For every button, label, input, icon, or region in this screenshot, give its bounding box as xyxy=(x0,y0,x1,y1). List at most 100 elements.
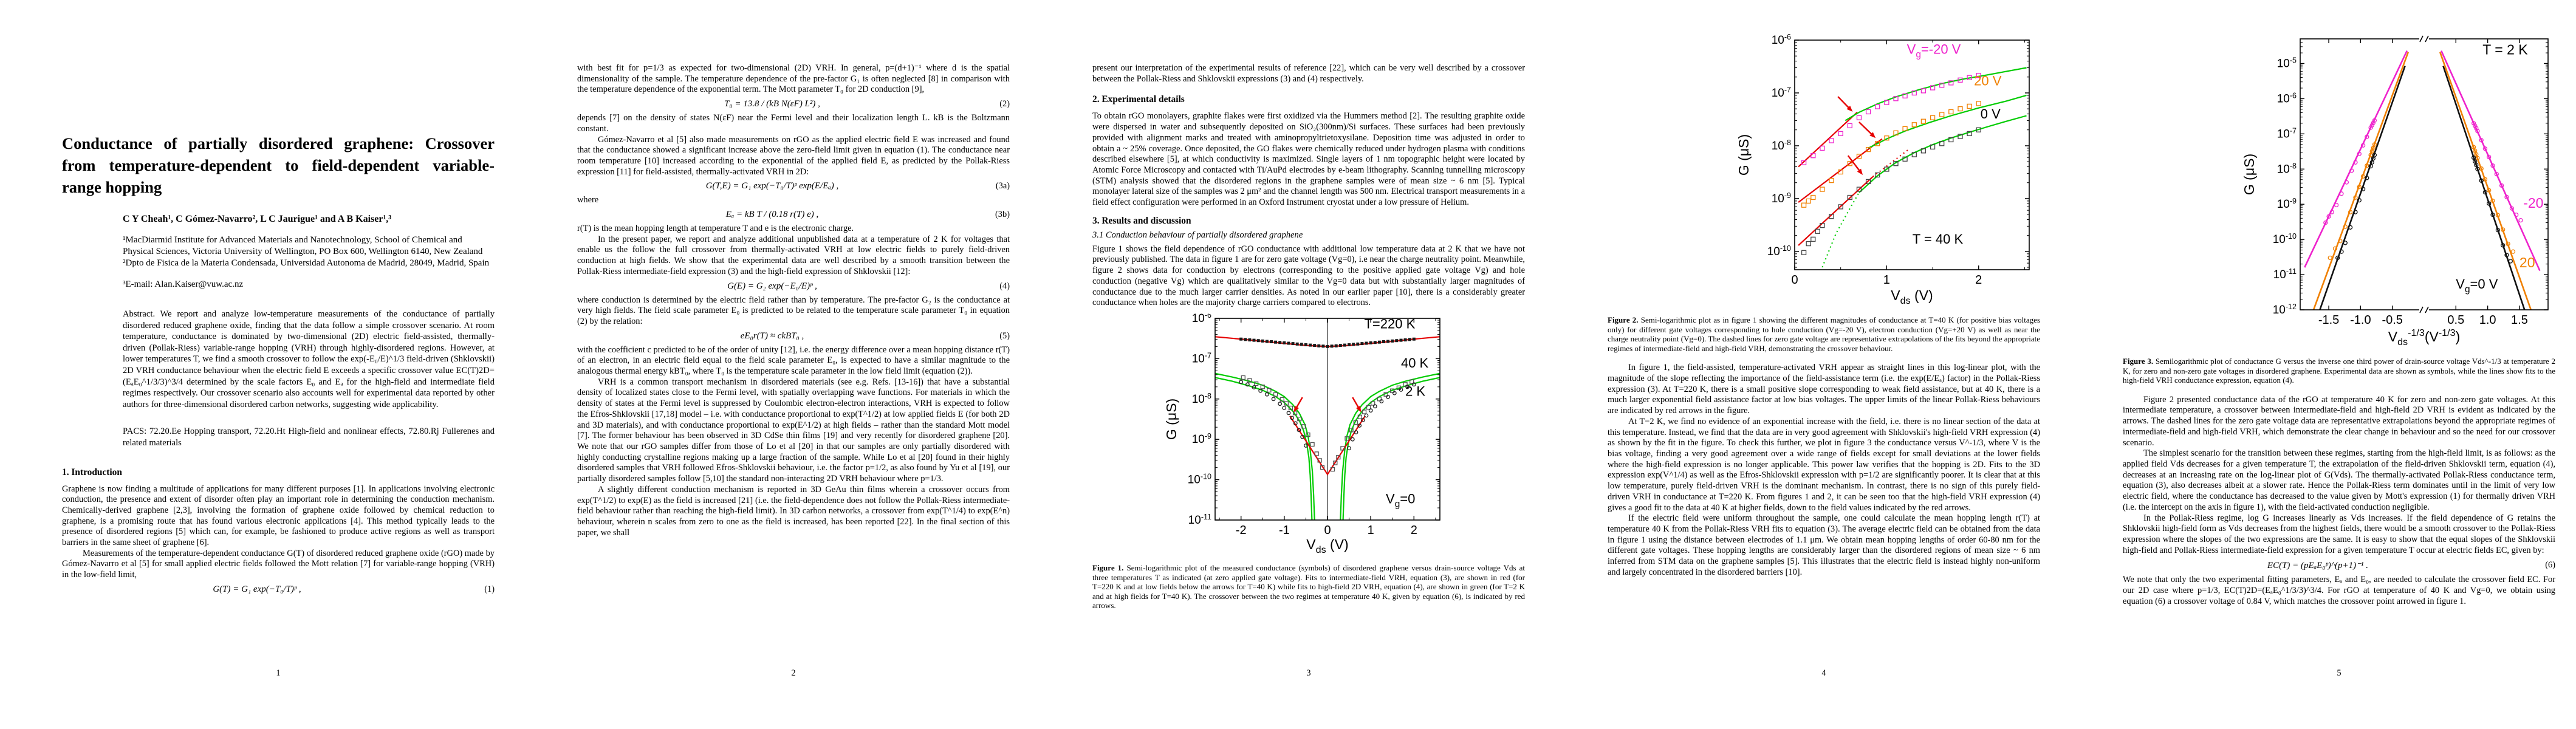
contact-email: ³E-mail: Alan.Kaiser@vuw.ac.nz xyxy=(123,279,244,289)
paragraph: At T=2 K, we find no evidence of an expo… xyxy=(1608,416,2040,513)
svg-text:10-10: 10-10 xyxy=(2273,232,2297,246)
figure-3: 10-5 10-6 10-7 10-8 10-9 10-10 10-11 10-12 -1.5-… xyxy=(2241,33,2558,352)
svg-text:10-9: 10-9 xyxy=(2277,197,2297,211)
equation-number: (3a) xyxy=(995,181,1010,191)
figure-2-chart: 10-6 10-7 10-8 10-9 10-10 0 1 2 Vds (V) G (μS) Vg=… xyxy=(1736,33,2040,310)
equation-body: eE₀r(T) ≈ ckBT₀ , xyxy=(740,330,804,341)
svg-text:10-12: 10-12 xyxy=(2273,303,2297,317)
svg-text:G (μS): G (μS) xyxy=(2242,154,2257,195)
page-5: 10-5 10-6 10-7 10-8 10-9 10-10 10-11 10-12 -1.5-… xyxy=(2061,0,2576,729)
paragraph: Gómez-Navarro et al [5] also made measur… xyxy=(577,134,1010,177)
equation-4: G(E) = G₂ exp(−E₀/E)ᵖ , (4) xyxy=(577,281,1010,292)
equation-5: eE₀r(T) ≈ ckBT₀ , (5) xyxy=(577,331,1010,341)
paragraph: Graphene is now finding a multitude of a… xyxy=(62,484,495,548)
svg-text:T = 2 K: T = 2 K xyxy=(2482,42,2528,58)
equation-body: G(T,E) = G₁ exp(−T₀/T)ᵖ exp(E/Eₐ) , xyxy=(705,181,839,191)
svg-text:T = 40 K: T = 40 K xyxy=(1913,231,1964,247)
figure-1-caption-text: Semi-logarithmic plot of the measured co… xyxy=(1092,563,1525,611)
equation-body: G(T) = G₁ exp(−T₀/T)ᵖ , xyxy=(213,584,301,594)
figure-2: 10-6 10-7 10-8 10-9 10-10 0 1 2 Vds (V) G (μS) Vg=… xyxy=(1736,33,2040,310)
page-4: 10-6 10-7 10-8 10-9 10-10 0 1 2 Vds (V) G (μS) Vg=… xyxy=(1546,0,2061,729)
page-number: 5 xyxy=(2337,668,2341,678)
svg-text:10-8: 10-8 xyxy=(1192,392,1211,406)
svg-text:0.5: 0.5 xyxy=(2447,313,2464,327)
paragraph: r(T) is the mean hopping length at tempe… xyxy=(577,224,854,234)
svg-text:0 V: 0 V xyxy=(1981,106,2001,122)
page-number: 2 xyxy=(791,668,796,678)
paragraph: VRH is a common transport mechanism in d… xyxy=(577,377,1010,484)
paragraph: depends [7] on the density of states N(ε… xyxy=(577,113,1010,134)
page-number: 1 xyxy=(276,668,281,678)
equation-number: (3b) xyxy=(995,210,1010,220)
authors-line: C Y Cheah¹, C Gómez-Navarro², L C Jaurig… xyxy=(123,214,392,224)
page-1: Conductance of partially disordered grap… xyxy=(0,0,515,729)
page-3: present our interpretation of the experi… xyxy=(1030,0,1546,729)
affiliation-2: ²Dpto de Fisica de la Materia Condensada… xyxy=(123,258,490,268)
paragraph: In the present paper, we report and anal… xyxy=(577,234,1010,276)
equation-number: (2) xyxy=(999,99,1010,109)
svg-text:10-10: 10-10 xyxy=(1767,244,1791,258)
equation-1: G(T) = G₁ exp(−T₀/T)ᵖ , (1) xyxy=(62,584,495,595)
svg-text:1: 1 xyxy=(1883,273,1890,287)
svg-text:Vg=0: Vg=0 xyxy=(1386,491,1415,509)
svg-text:20: 20 xyxy=(2519,255,2535,270)
figure-3-caption: Figure 3. Semilogarithmic plot of conduc… xyxy=(2123,357,2555,385)
svg-text:0: 0 xyxy=(1324,524,1331,537)
figure-1: 10-6 10-7 10-8 10-9 10-10 10-11 -2 -1 0 1 2 Vds (V)… xyxy=(1163,311,1525,560)
svg-text:2 K: 2 K xyxy=(1405,383,1425,399)
paragraph: If the electric field were uniform throu… xyxy=(1608,513,2040,577)
equation-number: (5) xyxy=(999,330,1010,341)
figure-3-chart: 10-5 10-6 10-7 10-8 10-9 10-10 10-11 10-12 -1.5-… xyxy=(2241,33,2558,352)
svg-text:10-7: 10-7 xyxy=(2277,126,2297,140)
equation-body: T₀ = 13.8 / (kB N(εF) L²) , xyxy=(724,99,820,109)
svg-text:20 V: 20 V xyxy=(1974,73,2002,88)
svg-text:1: 1 xyxy=(1368,524,1374,537)
equation-3a: G(T,E) = G₁ exp(−T₀/T)ᵖ exp(E/Eₐ) , (3a) xyxy=(577,181,1010,191)
svg-text:10-6: 10-6 xyxy=(1772,34,1791,47)
svg-text:1.5: 1.5 xyxy=(2511,313,2528,327)
svg-text:10-9: 10-9 xyxy=(1772,191,1791,205)
paragraph: Figure 2 presented conductance data of t… xyxy=(2123,394,2555,448)
equation-body: G(E) = G₂ exp(−E₀/E)ᵖ , xyxy=(727,281,817,291)
figure-1-caption: Figure 1. Semi-logarithmic plot of the m… xyxy=(1092,563,1525,611)
svg-text:Vds (V): Vds (V) xyxy=(1306,536,1348,555)
page-number: 3 xyxy=(1306,668,1311,678)
figure-3-caption-text: Semilogarithmic plot of conductance G ve… xyxy=(2123,357,2556,385)
equation-3b: Eₐ = kB T / (0.18 r(T) e) , (3b) xyxy=(577,210,1010,220)
paragraph: where conduction is determined by the el… xyxy=(577,295,1010,326)
page-2: with best fit for p=1/3 as expected for … xyxy=(515,0,1030,729)
svg-text:-20: -20 xyxy=(2523,195,2543,211)
equation-body: EC(T) = (pEₐE₀ᵖ)^(p+1)⁻¹ . xyxy=(2267,561,2369,571)
equation-number: (4) xyxy=(999,281,1010,291)
heading-results-discussion: 3. Results and discussion xyxy=(1092,215,1191,226)
heading-experimental-details: 2. Experimental details xyxy=(1092,94,1185,105)
affiliation-1: ¹MacDiarmid Institute for Advanced Mater… xyxy=(123,235,483,256)
paragraph: with the coefficient c predicted to be o… xyxy=(577,344,1010,377)
svg-text:G (μS): G (μS) xyxy=(1164,399,1179,440)
svg-text:Vds-1/3(V-1/3): Vds-1/3(V-1/3) xyxy=(2388,327,2460,347)
svg-text:1.0: 1.0 xyxy=(2479,313,2496,327)
paragraph: Measurements of the temperature-dependen… xyxy=(62,548,495,580)
equation-number: (1) xyxy=(484,584,495,594)
paragraph: Figure 1 shows the field dependence of r… xyxy=(1092,244,1525,308)
svg-text:-1: -1 xyxy=(1279,524,1290,537)
paragraph: To obtain rGO monolayers, graphite flake… xyxy=(1092,111,1525,208)
figure-3-caption-label: Figure 3. xyxy=(2123,357,2154,366)
svg-text:-2: -2 xyxy=(1236,524,1247,537)
equation-number: (6) xyxy=(2545,560,2555,570)
svg-text:10-9: 10-9 xyxy=(1192,432,1211,446)
figure-2-caption-text: Semi-logarithmic plot as in figure 1 sho… xyxy=(1608,315,2040,353)
svg-text:T=220 K: T=220 K xyxy=(1364,317,1415,332)
heading-introduction: 1. Introduction xyxy=(62,467,122,477)
svg-text:10-5: 10-5 xyxy=(2277,56,2297,70)
figure-1-chart: 10-6 10-7 10-8 10-9 10-10 10-11 -2 -1 0 1 2 Vds (V)… xyxy=(1163,311,1525,560)
svg-text:10-11: 10-11 xyxy=(1188,513,1211,527)
paper-title: Conductance of partially disordered grap… xyxy=(62,134,495,196)
figure-1-caption-label: Figure 1. xyxy=(1092,563,1124,572)
svg-text:0: 0 xyxy=(1791,273,1798,287)
svg-text:Vg=-20 V: Vg=-20 V xyxy=(1907,42,1961,60)
svg-text:Vg=0 V: Vg=0 V xyxy=(2456,276,2498,295)
equation-2: T₀ = 13.8 / (kB N(εF) L²) , (2) xyxy=(577,99,1010,109)
svg-text:10-8: 10-8 xyxy=(2277,162,2297,176)
